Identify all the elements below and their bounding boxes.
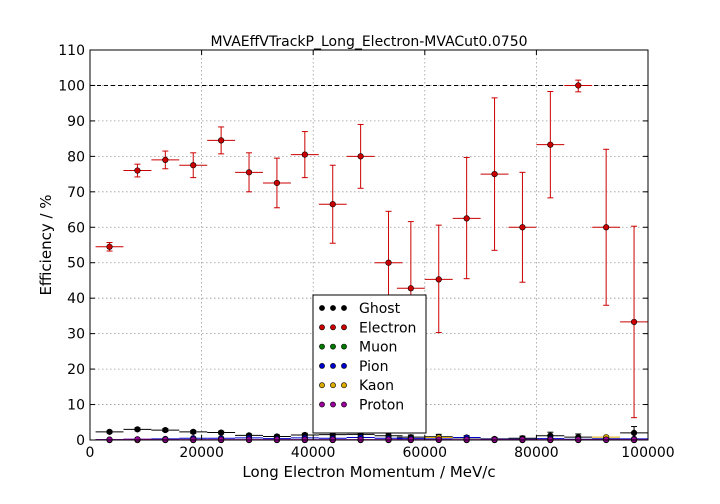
legend-item-pion: Pion: [319, 359, 388, 375]
x-tick-label: 100000: [621, 445, 674, 461]
y-tick-label: 80: [67, 149, 85, 165]
electron-point: [245, 169, 253, 176]
legend-marker-proton: [341, 401, 347, 408]
x-tick-label: 80000: [514, 445, 559, 461]
y-tick-label: 90: [67, 114, 85, 130]
electron-point: [106, 243, 113, 250]
legend-marker-ghost: [319, 305, 325, 311]
ghost-point: [134, 426, 141, 433]
legend-marker-ghost: [330, 305, 336, 311]
ghost-point: [190, 428, 197, 435]
y-tick-label: 40: [67, 291, 85, 307]
electron-point: [491, 170, 498, 178]
ghost-point: [162, 426, 169, 434]
legend-marker-pion: [330, 362, 336, 369]
x-axis-label: Long Electron Momentum / MeV/c: [242, 463, 495, 481]
legend-marker-pion: [319, 362, 325, 369]
electron-point: [273, 179, 281, 187]
electron-point: [190, 162, 197, 169]
legend-label-pion: Pion: [359, 359, 388, 375]
electron-point: [329, 201, 336, 208]
proton-point: [134, 436, 141, 443]
electron-point: [385, 259, 392, 266]
legend-marker-ghost: [341, 305, 347, 311]
y-tick-label: 20: [67, 362, 85, 378]
x-tick-label: 20000: [179, 445, 224, 461]
electron-point: [357, 153, 364, 160]
legend-label-electron: Electron: [359, 320, 416, 336]
legend-item-ghost: Ghost: [319, 301, 401, 317]
legend-marker-muon: [319, 343, 325, 350]
tick-layer: 0 20000 40000 60000 80000 100000 0 10 20 30 40 50 60…: [58, 43, 674, 461]
y-tick-label: 50: [67, 256, 85, 272]
legend-marker-pion: [341, 362, 347, 369]
legend-marker-kaon: [330, 382, 336, 389]
y-tick-label: 70: [67, 185, 85, 201]
electron-point: [134, 167, 141, 174]
electron-point: [218, 137, 225, 144]
legend-marker-muon: [341, 343, 347, 350]
legend-marker-proton: [319, 401, 325, 408]
legend-label-proton: Proton: [359, 398, 404, 414]
legend-item-electron: Electron: [319, 320, 416, 336]
electron-point: [162, 156, 169, 164]
x-tick-label: 60000: [403, 445, 448, 461]
y-tick-label: 0: [76, 433, 85, 449]
y-tick-label: 10: [67, 398, 85, 414]
electron-point: [519, 224, 526, 231]
legend-label-muon: Muon: [359, 340, 397, 356]
y-tick-label: 110: [58, 43, 85, 59]
y-tick-label: 60: [67, 220, 85, 236]
electron-point: [407, 285, 414, 292]
electron-point: [435, 276, 442, 283]
legend-item-proton: Proton: [319, 398, 404, 414]
electron-point: [547, 141, 554, 148]
electron-point: [463, 215, 470, 222]
electron-point: [575, 82, 582, 89]
chart-title: MVAEffVTrackP_Long_Electron-MVACut0.0750: [210, 34, 527, 50]
y-axis-label: Efficiency / %: [37, 194, 55, 295]
ghost-point: [630, 429, 638, 437]
legend-item-muon: Muon: [319, 340, 397, 356]
x-tick-label: 40000: [291, 445, 336, 461]
legend-marker-muon: [330, 343, 336, 350]
ghost-point: [218, 429, 225, 436]
legend-marker-proton: [330, 401, 336, 408]
x-tick-label: 0: [86, 445, 95, 461]
legend-marker-kaon: [341, 382, 347, 389]
y-tick-label: 30: [67, 327, 85, 343]
legend: Ghost Electron Muon Pion Kaon Proton: [312, 294, 427, 434]
legend-label-ghost: Ghost: [359, 301, 401, 317]
electron-point: [301, 151, 308, 158]
legend-entries: Ghost Electron Muon Pion Kaon Proton: [319, 301, 416, 414]
y-tick-label: 100: [58, 78, 85, 94]
electron-point: [603, 224, 610, 231]
electron-point: [630, 318, 638, 326]
legend-marker-electron: [330, 324, 336, 331]
legend-marker-electron: [341, 324, 347, 331]
grid-layer: [90, 50, 648, 440]
legend-label-kaon: Kaon: [359, 378, 394, 394]
legend-item-kaon: Kaon: [319, 378, 394, 394]
legend-marker-kaon: [319, 382, 325, 389]
legend-marker-electron: [319, 324, 325, 331]
plot-frame: [89, 49, 649, 441]
electron-series: [95, 79, 648, 419]
ghost-point: [106, 428, 113, 435]
